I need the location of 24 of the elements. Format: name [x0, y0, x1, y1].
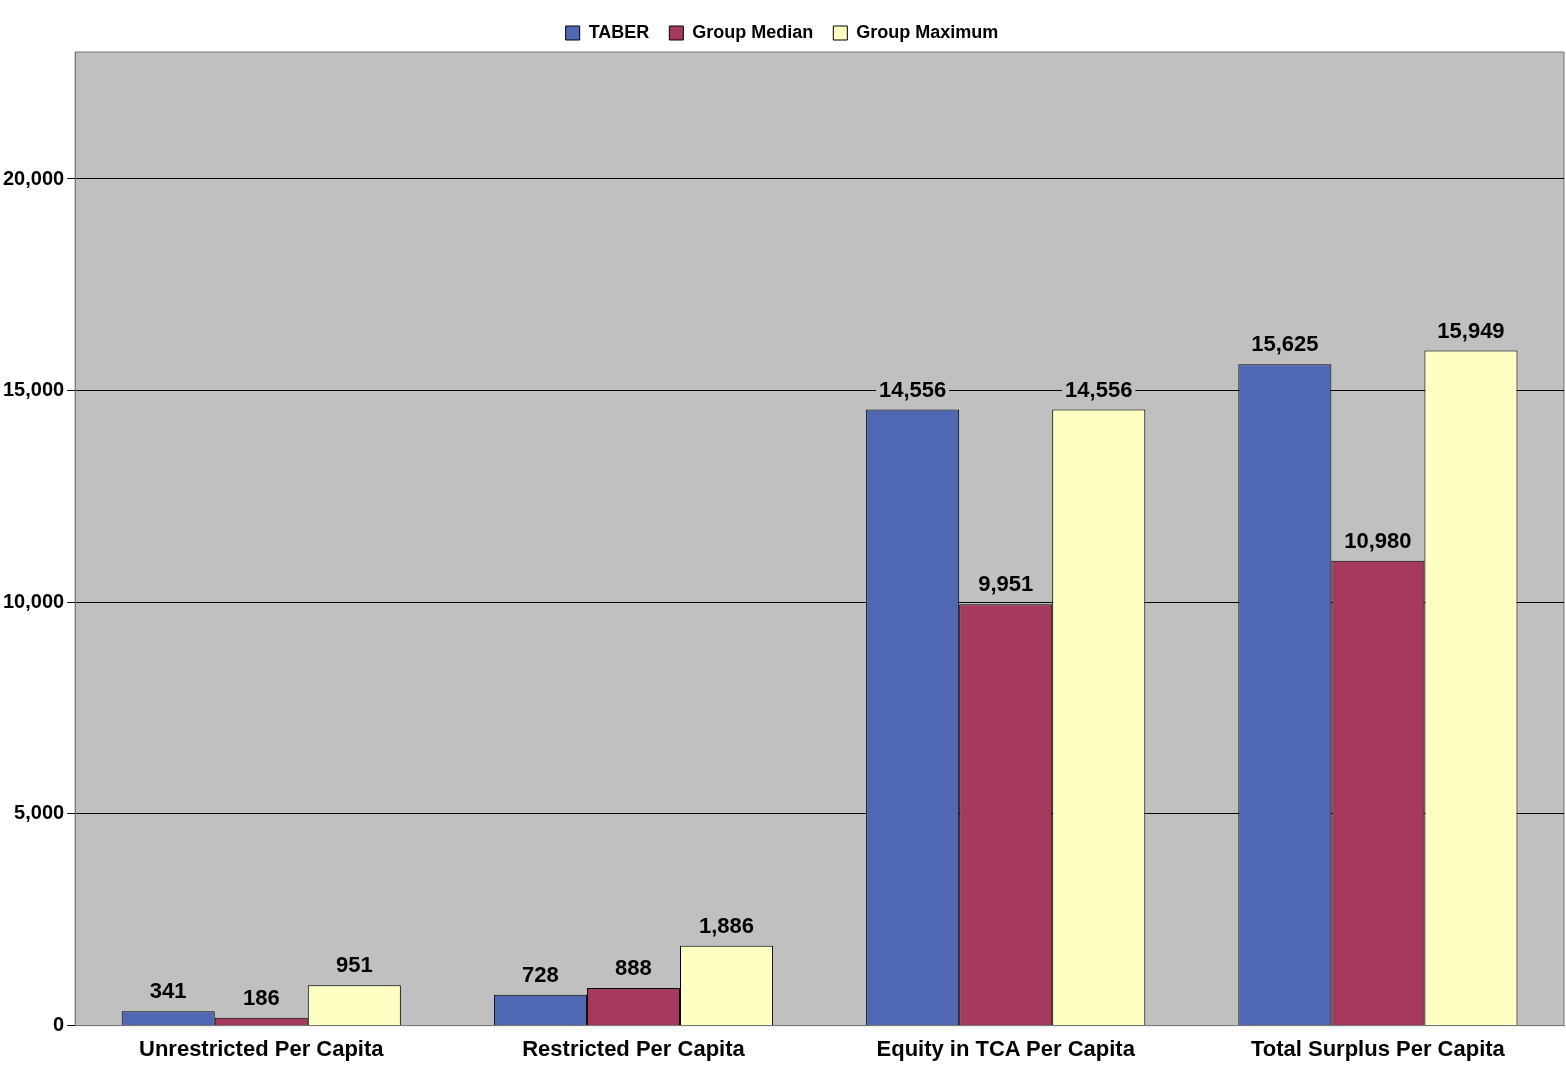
legend-label: Group Maximum: [856, 21, 999, 42]
y-tick-label: 10,000: [3, 589, 65, 612]
y-tick-label: 15,000: [3, 378, 65, 401]
x-tick-label: Restricted Per Capita: [522, 1035, 746, 1061]
data-label: 341: [149, 978, 187, 1004]
data-label: 9,951: [978, 571, 1034, 597]
data-label: 951: [335, 952, 373, 978]
data-label: 15,625: [1251, 331, 1319, 357]
y-tick-label: 20,000: [3, 166, 65, 189]
data-label: 1,886: [699, 912, 755, 938]
x-tick-label: Total Surplus Per Capita: [1250, 1035, 1506, 1061]
data-label: 14,556: [1065, 376, 1133, 402]
data-label: 888: [615, 955, 652, 981]
x-tick-label: Unrestricted Per Capita: [139, 1035, 385, 1061]
legend-label: TABER: [588, 21, 650, 42]
data-label: 186: [242, 984, 280, 1010]
y-tick-label: 0: [53, 1013, 65, 1036]
x-tick-label: Equity in TCA Per Capita: [876, 1035, 1136, 1061]
data-label: 10,980: [1344, 527, 1412, 553]
data-label: 14,556: [878, 376, 947, 402]
data-label: 15,949: [1437, 317, 1505, 343]
data-label: 728: [522, 961, 559, 987]
y-tick-label: 5,000: [14, 801, 65, 824]
legend-label: Group Median: [692, 21, 814, 42]
